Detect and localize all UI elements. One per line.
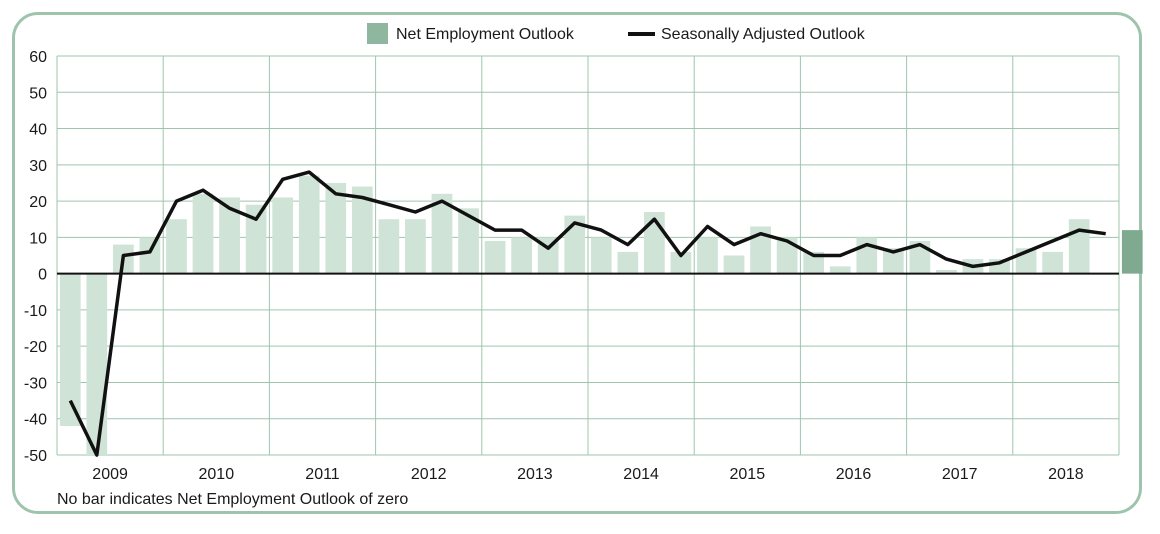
x-year-label: 2015 (730, 466, 766, 483)
bar (670, 251, 692, 274)
bar (776, 237, 798, 274)
bar (166, 219, 187, 274)
x-year-label: 2016 (836, 466, 872, 483)
bar (59, 273, 81, 426)
bar (298, 175, 320, 274)
bar (378, 219, 400, 274)
bar (484, 240, 506, 274)
y-tick-label: -30 (24, 375, 47, 392)
y-axis-ticks: 60 50 40 30 20 10 0 -10 -20 -30 -40 -50 (24, 49, 47, 465)
legend-line-label: Seasonally Adjusted Outlook (661, 26, 866, 43)
bar (750, 226, 771, 274)
bar (511, 237, 532, 274)
legend-bar-swatch (367, 23, 388, 44)
x-year-label: 2010 (199, 466, 235, 483)
bar (272, 197, 294, 274)
x-year-label: 2011 (305, 466, 340, 483)
bar (245, 204, 267, 274)
bar (882, 248, 904, 274)
bar (617, 251, 639, 274)
bar (405, 219, 426, 274)
bar (1121, 230, 1143, 274)
y-tick-label: 0 (38, 267, 47, 284)
bar (458, 208, 479, 274)
x-year-label: 2013 (517, 466, 553, 483)
bar (723, 255, 745, 274)
x-year-label: 2012 (411, 466, 447, 483)
legend: Net Employment Outlook Seasonally Adjust… (367, 23, 866, 44)
bar (192, 193, 214, 274)
y-tick-label: 50 (29, 85, 47, 102)
footnote: No bar indicates Net Employment Outlook … (57, 491, 408, 508)
bar (1042, 251, 1063, 274)
y-tick-label: 20 (29, 194, 47, 211)
legend-bar-label: Net Employment Outlook (396, 26, 575, 43)
bar (856, 237, 878, 274)
y-tick-label: 60 (29, 49, 47, 66)
bar (829, 266, 851, 274)
bar (1068, 219, 1090, 274)
y-tick-label: 10 (29, 230, 47, 247)
bar (86, 273, 108, 455)
x-axis-year-labels: 2009 2010 2011 2012 2013 2014 2015 2016 2017 2018 (92, 466, 1083, 483)
bar (936, 270, 957, 274)
y-tick-label: -20 (24, 339, 47, 356)
bar (803, 251, 825, 274)
bar (590, 237, 612, 274)
bar (431, 193, 453, 274)
bar (697, 237, 718, 274)
line-series (68, 170, 1106, 457)
x-year-label: 2014 (623, 466, 659, 483)
x-year-label: 2009 (92, 466, 128, 483)
bar (325, 182, 347, 274)
seasonally-adjusted-line (68, 170, 1106, 457)
grid (56, 55, 1120, 456)
y-tick-label: 40 (29, 122, 47, 139)
y-tick-label: 30 (29, 158, 47, 175)
bar (351, 186, 373, 274)
x-year-label: 2018 (1048, 466, 1084, 483)
bar-series (59, 175, 1143, 455)
y-tick-label: -50 (24, 448, 47, 465)
y-tick-label: -40 (24, 412, 47, 429)
bar (219, 197, 240, 274)
y-tick-label: -10 (24, 303, 47, 320)
bar (139, 237, 161, 274)
x-year-label: 2017 (942, 466, 978, 483)
